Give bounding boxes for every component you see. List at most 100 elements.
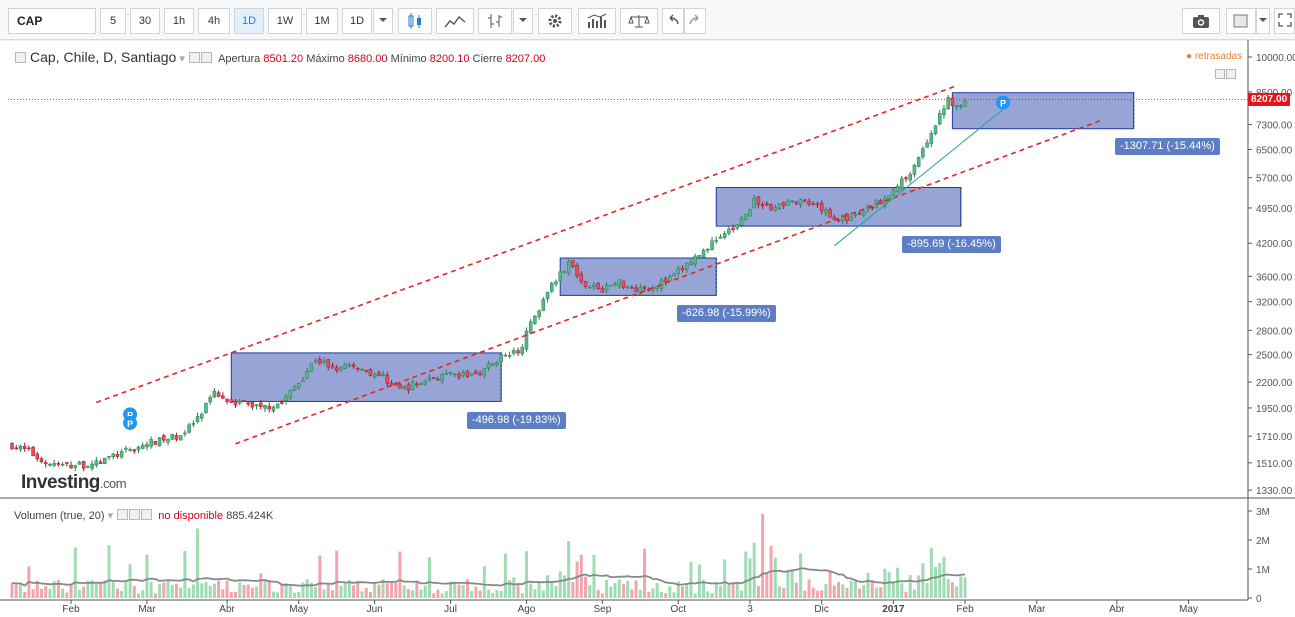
volume-bar [120, 590, 124, 598]
candle [642, 286, 647, 289]
volume-settings-icon[interactable] [117, 509, 129, 520]
volume-bar [314, 586, 318, 598]
candle [520, 347, 525, 355]
candle [672, 273, 676, 277]
compare-button[interactable] [436, 8, 474, 34]
volume-bar [853, 580, 857, 598]
studies-button[interactable] [578, 8, 616, 34]
redo-button[interactable] [684, 8, 706, 34]
candle [14, 447, 18, 450]
volume-bar [99, 582, 103, 598]
candle [39, 458, 44, 463]
range-button[interactable]: 1D [342, 8, 372, 34]
candle [98, 461, 103, 464]
candle [803, 199, 807, 202]
volume-bar [664, 593, 668, 598]
interval-5-button[interactable]: 5 [100, 8, 126, 34]
settings-button[interactable] [538, 8, 572, 34]
x-tick-label: Ago [518, 604, 536, 615]
compare-symbol-button[interactable] [620, 8, 658, 34]
candle [225, 398, 229, 402]
undo-button[interactable] [662, 8, 684, 34]
interval-4h-button[interactable]: 4h [198, 8, 230, 34]
interval-1m-button[interactable]: 1M [306, 8, 338, 34]
price-chart[interactable]: 10000.008500.007300.006500.005700.004950… [0, 40, 1295, 617]
series-visibility-icon[interactable] [200, 52, 212, 63]
range-dropdown[interactable] [373, 8, 393, 34]
candle [56, 463, 61, 465]
candle [334, 367, 339, 371]
box-change-label-1[interactable]: -496.98 (-19.83%) [467, 412, 566, 429]
volume-bar [668, 586, 672, 598]
interval-1d-button[interactable]: 1D [234, 8, 264, 34]
layout-dropdown[interactable] [1256, 8, 1270, 34]
candle [744, 213, 748, 221]
volume-bar [343, 583, 347, 598]
candle [90, 463, 94, 469]
box-change-label-4[interactable]: -1307.71 (-15.44%) [1115, 138, 1220, 155]
y-tick-label: 3600.00 [1256, 272, 1293, 283]
candle [756, 196, 761, 205]
y-tick-label: 10000.00 [1256, 53, 1295, 64]
volume-bar [693, 593, 697, 598]
volume-bar [293, 592, 297, 598]
chart-type-dropdown[interactable] [513, 8, 533, 34]
volume-bar [255, 586, 259, 598]
x-tick-label: Jul [444, 604, 457, 615]
volume-bar [474, 586, 478, 598]
layout-button[interactable] [1226, 8, 1256, 34]
candles-button[interactable] [398, 8, 432, 34]
volume-bar [217, 580, 221, 598]
volume-bar [18, 583, 22, 598]
y-tick-label: 2800.00 [1256, 326, 1293, 337]
candle [174, 434, 179, 440]
candle [453, 373, 457, 376]
interval-1w-button[interactable]: 1W [268, 8, 302, 34]
candle [925, 142, 929, 148]
series-settings-icon[interactable] [188, 52, 200, 63]
volume-bar [917, 575, 921, 598]
volume-bar [824, 583, 828, 598]
symbol-input[interactable]: CAP [8, 8, 96, 34]
candle [676, 268, 681, 274]
volume-visibility-icon[interactable] [129, 509, 141, 520]
volume-bar [212, 583, 216, 598]
candle [722, 233, 727, 238]
volume-bar [858, 588, 862, 598]
volume-bar [267, 579, 271, 598]
volume-bar [643, 548, 647, 598]
box-change-label-3[interactable]: -895.69 (-16.45%) [902, 236, 1001, 253]
candle [444, 373, 449, 375]
volume-bar [529, 583, 533, 598]
y-tick-label: 3200.00 [1256, 298, 1293, 309]
volume-bar [56, 580, 60, 598]
chart-area[interactable]: 10000.008500.007300.006500.005700.004950… [0, 40, 1295, 617]
candle [562, 271, 567, 273]
candle [558, 271, 562, 282]
scale-arrows-icon[interactable] [1214, 65, 1240, 79]
candle [469, 373, 474, 377]
candle [124, 447, 128, 450]
volume-bar [794, 582, 798, 598]
box-change-label-2[interactable]: -626.98 (-15.99%) [677, 305, 776, 322]
fullscreen-button[interactable] [1274, 8, 1295, 34]
interval-1h-button[interactable]: 1h [164, 8, 194, 34]
volume-bar [170, 584, 174, 598]
volume-bar [225, 580, 229, 598]
channel-upper-line [96, 84, 957, 404]
snapshot-button[interactable] [1182, 8, 1220, 34]
indicators-button[interactable] [478, 8, 512, 34]
volume-bar [280, 583, 284, 598]
x-tick-label: Dic [814, 604, 828, 615]
volume-bar [288, 584, 292, 598]
volume-bar [457, 584, 461, 598]
volume-bar [162, 582, 166, 598]
volume-close-icon[interactable] [141, 509, 153, 520]
candle [895, 185, 900, 193]
candle [372, 374, 377, 377]
interval-30-button[interactable]: 30 [130, 8, 160, 34]
collapse-icon[interactable] [15, 52, 26, 63]
candle [718, 236, 723, 239]
volume-bar [322, 589, 326, 598]
candle [322, 360, 326, 363]
